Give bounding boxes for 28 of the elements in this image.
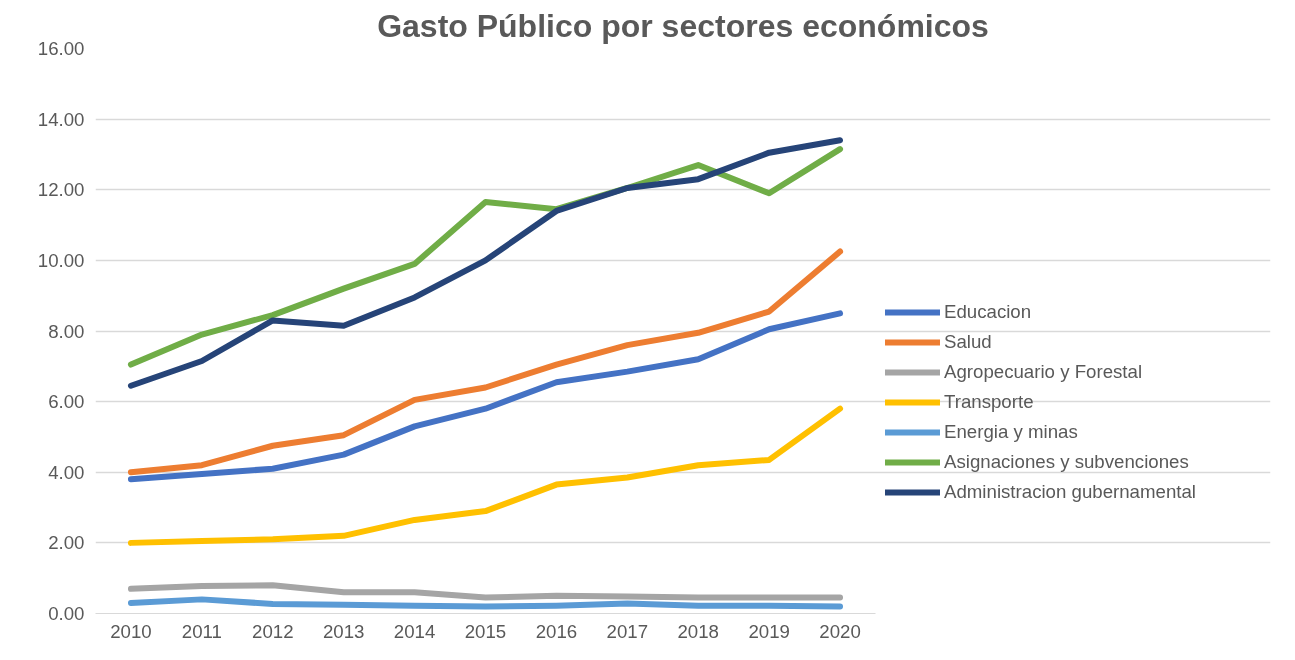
legend-label: Agropecuario y Forestal: [944, 361, 1143, 383]
legend-label: Asignaciones y subvenciones: [944, 451, 1189, 473]
x-tick-label: 2019: [748, 620, 790, 642]
x-tick-label: 2015: [464, 620, 507, 642]
y-tick-label: 16.00: [37, 38, 85, 59]
x-tick-label: 2020: [819, 620, 861, 642]
legend-label: Salud: [944, 331, 992, 353]
legend-label: Administracion gubernamental: [944, 481, 1196, 503]
x-tick-label: 2016: [535, 620, 578, 642]
legend-label: Transporte: [944, 391, 1034, 413]
x-tick-label: 2010: [110, 620, 152, 642]
x-tick-label: 2013: [322, 620, 365, 642]
x-tick-label: 2014: [393, 620, 436, 642]
y-tick-label: 0.00: [48, 603, 85, 624]
y-tick-label: 2.00: [48, 532, 85, 554]
chart-title: Gasto Público por sectores económicos: [377, 7, 989, 44]
legend-label: Educacion: [944, 301, 1032, 323]
y-tick-label: 14.00: [37, 108, 85, 130]
x-tick-label: 2017: [606, 620, 649, 642]
y-tick-label: 12.00: [37, 179, 85, 201]
y-tick-label: 10.00: [37, 249, 85, 271]
y-tick-label: 6.00: [48, 391, 85, 413]
x-tick-label: 2011: [181, 620, 222, 642]
legend-label: Energia y minas: [944, 421, 1078, 443]
x-tick-label: 2012: [252, 620, 294, 642]
x-tick-label: 2018: [677, 620, 719, 642]
y-tick-label: 8.00: [48, 320, 85, 342]
y-tick-label: 4.00: [48, 461, 85, 483]
